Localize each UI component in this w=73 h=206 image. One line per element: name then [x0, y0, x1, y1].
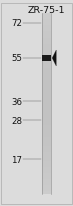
Bar	[42, 86, 51, 89]
Bar	[42, 152, 51, 155]
Bar	[42, 188, 51, 191]
Polygon shape	[52, 51, 56, 67]
Bar	[42, 179, 51, 182]
Bar	[42, 143, 51, 146]
Text: 17: 17	[11, 155, 22, 164]
Text: ZR-75-1: ZR-75-1	[28, 6, 65, 15]
Bar	[42, 50, 51, 53]
Bar	[42, 14, 51, 18]
Bar	[42, 18, 51, 20]
Bar	[42, 113, 51, 116]
Bar	[42, 170, 51, 173]
Bar	[42, 155, 51, 158]
Bar	[42, 47, 51, 50]
Bar	[42, 38, 51, 41]
Text: 36: 36	[11, 97, 22, 107]
Bar	[42, 77, 51, 80]
Bar	[42, 26, 51, 29]
Bar	[42, 23, 51, 26]
Bar	[42, 125, 51, 128]
Bar	[42, 116, 51, 119]
Bar	[42, 29, 51, 32]
Bar	[42, 161, 51, 164]
Bar	[42, 134, 51, 137]
Bar	[42, 92, 51, 95]
Text: 55: 55	[11, 54, 22, 63]
Text: 72: 72	[11, 19, 22, 28]
Bar	[42, 74, 51, 77]
Bar	[42, 56, 51, 62]
Bar	[42, 80, 51, 83]
Bar	[42, 32, 51, 35]
Bar	[42, 62, 51, 65]
Bar	[42, 41, 51, 44]
Bar	[42, 140, 51, 143]
Bar	[42, 53, 51, 56]
Text: 28: 28	[11, 116, 22, 125]
Bar	[42, 158, 51, 161]
Bar	[42, 98, 51, 101]
Bar	[42, 71, 51, 74]
Bar	[42, 173, 51, 176]
Bar	[42, 20, 51, 23]
Bar	[42, 149, 51, 152]
Bar	[42, 191, 51, 194]
Bar	[42, 83, 51, 86]
Bar	[42, 137, 51, 140]
Bar	[42, 182, 51, 185]
Bar	[42, 146, 51, 149]
Bar	[42, 95, 51, 98]
Bar	[42, 35, 51, 38]
Bar	[42, 56, 51, 59]
Bar	[42, 44, 51, 47]
Bar	[42, 107, 51, 110]
Bar	[42, 59, 51, 62]
Bar	[42, 68, 51, 71]
Bar	[42, 110, 51, 113]
Bar	[42, 131, 51, 134]
Bar	[42, 122, 51, 125]
Bar	[42, 119, 51, 122]
Bar	[42, 164, 51, 167]
Bar	[42, 185, 51, 188]
Bar	[42, 176, 51, 179]
Bar	[42, 167, 51, 170]
Bar	[42, 65, 51, 68]
Bar	[42, 128, 51, 131]
Bar	[42, 104, 51, 107]
Bar	[42, 89, 51, 92]
Bar	[42, 101, 51, 104]
